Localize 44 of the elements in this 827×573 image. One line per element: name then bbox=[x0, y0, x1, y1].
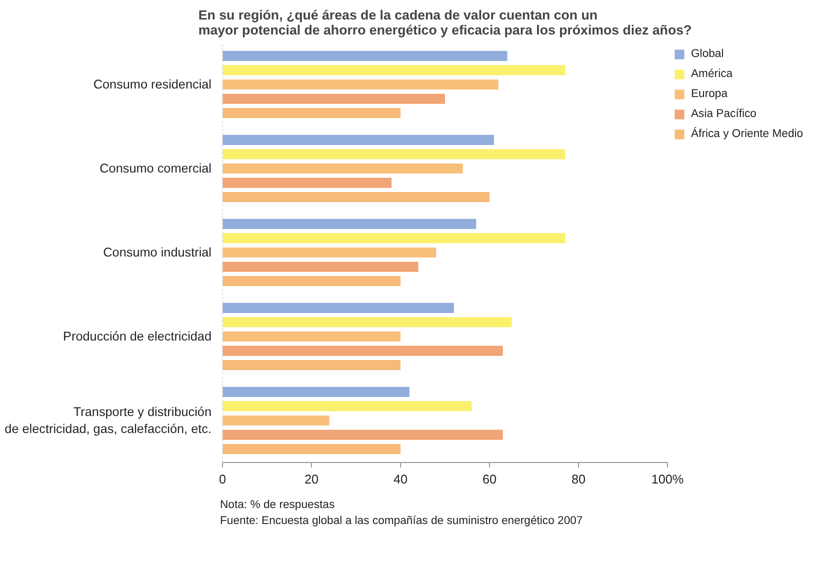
text: Nota: % de respuestas bbox=[220, 498, 336, 513]
legend-label: África y Oriente Medio bbox=[691, 128, 804, 140]
bar bbox=[222, 262, 418, 272]
y-tick-label: Producción de electricidad bbox=[63, 330, 212, 344]
bar bbox=[222, 247, 436, 258]
bar bbox=[222, 192, 490, 202]
bar bbox=[222, 79, 498, 90]
bar bbox=[222, 360, 400, 370]
legend-label: Europa bbox=[691, 88, 728, 100]
bar bbox=[222, 134, 494, 145]
bar bbox=[222, 50, 508, 61]
bar bbox=[222, 302, 454, 313]
bar bbox=[222, 65, 566, 76]
bar bbox=[222, 276, 400, 286]
bar bbox=[222, 163, 463, 174]
bar bbox=[222, 317, 512, 328]
source-note: Fuente: Encuesta global a las compañías de suministro energético 2007 bbox=[220, 514, 583, 530]
bar bbox=[222, 178, 392, 188]
y-tick-label: Consumo comercial bbox=[100, 162, 212, 176]
bar bbox=[222, 94, 445, 104]
bar bbox=[222, 233, 566, 244]
bar bbox=[222, 401, 472, 412]
legend-label: América bbox=[691, 68, 733, 80]
bar bbox=[222, 346, 503, 356]
x-tick-label: 100% bbox=[651, 472, 684, 486]
y-tick-label: Consumo residencial bbox=[93, 78, 212, 92]
bar bbox=[222, 430, 503, 440]
bar bbox=[222, 108, 400, 118]
bar bbox=[222, 444, 400, 454]
x-tick-label: 80 bbox=[571, 472, 586, 486]
x-tick-label: 0 bbox=[218, 472, 226, 486]
bar bbox=[222, 218, 476, 229]
legend-label: Global bbox=[691, 48, 724, 60]
legend-label: Asia Pacífico bbox=[691, 108, 756, 120]
y-tick-label: Transporte y distribución de electricidad, gas, calefacción, etc. bbox=[4, 405, 212, 436]
bar bbox=[222, 331, 400, 342]
x-tick-label: 60 bbox=[482, 472, 497, 486]
bar bbox=[222, 149, 566, 160]
x-tick-label: 20 bbox=[304, 472, 319, 486]
bar bbox=[222, 415, 330, 426]
y-tick-label: Consumo industrial bbox=[103, 246, 212, 260]
chart-title: En su región, ¿qué áreas de la cadena de valor cuentan con un mayor potencial de ahorro energético y eficacia para los próximos diez años? bbox=[198, 8, 692, 38]
bar bbox=[222, 386, 410, 397]
x-tick-label: 40 bbox=[393, 472, 408, 486]
